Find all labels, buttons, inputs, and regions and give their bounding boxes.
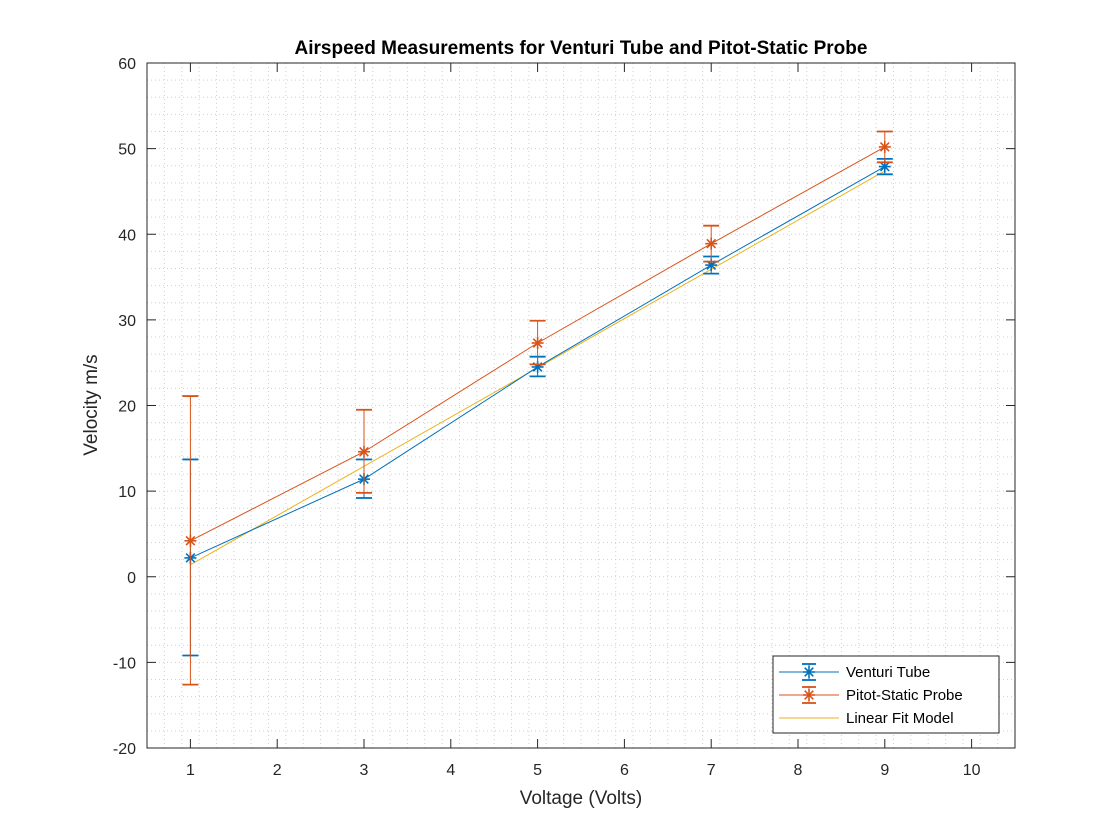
x-tick-label: 8 <box>794 762 803 779</box>
x-tick-label: 9 <box>880 762 889 779</box>
asterisk-marker <box>803 666 815 678</box>
x-axis-label: Voltage (Volts) <box>520 788 643 809</box>
asterisk-marker <box>358 445 370 458</box>
y-tick-label: 60 <box>118 56 136 73</box>
legend-label: Venturi Tube <box>846 664 930 681</box>
asterisk-marker <box>184 534 197 547</box>
y-tick-label: 40 <box>118 227 136 244</box>
data-series <box>182 130 893 686</box>
series-0 <box>182 157 893 657</box>
legend-entry: Linear Fit Model <box>779 710 954 727</box>
legend: Venturi Tube Pitot-Static Probe Linear Fit… <box>772 655 1000 734</box>
x-tick-label: 2 <box>273 762 282 779</box>
asterisk-marker <box>878 140 891 153</box>
legend-label: Linear Fit Model <box>846 710 954 727</box>
asterisk-marker <box>878 160 891 173</box>
y-tick-label: 20 <box>118 399 136 416</box>
y-tick-label: 30 <box>118 313 136 330</box>
y-tick-label: 50 <box>118 142 136 159</box>
legend-entry: Pitot-Static Probe <box>779 686 963 704</box>
x-tick-label: 7 <box>707 762 716 779</box>
chart-title: Airspeed Measurements for Venturi Tube a… <box>295 38 868 59</box>
y-axis-label: Velocity m/s <box>81 354 102 455</box>
asterisk-marker <box>705 237 718 250</box>
x-tick-label: 5 <box>533 762 542 779</box>
x-tick-label: 10 <box>963 762 981 779</box>
y-tick-label: 0 <box>127 570 136 587</box>
legend-label: Pitot-Static Probe <box>846 687 963 704</box>
asterisk-marker <box>803 689 815 701</box>
y-tick-label: -10 <box>113 655 136 672</box>
y-tick-label: -20 <box>113 741 136 758</box>
axis-ticks: 1 2 3 4 5 6 7 8 9 10 -20 -10 0 10 20 30 40 50 60 <box>113 56 1015 779</box>
x-tick-label: 3 <box>360 762 369 779</box>
asterisk-marker <box>531 336 544 349</box>
legend-entry: Venturi Tube <box>779 663 930 681</box>
series-1 <box>182 130 893 686</box>
x-tick-label: 4 <box>446 762 455 779</box>
y-tick-label: 10 <box>118 484 136 501</box>
x-tick-label: 1 <box>186 762 195 779</box>
x-tick-label: 6 <box>620 762 629 779</box>
